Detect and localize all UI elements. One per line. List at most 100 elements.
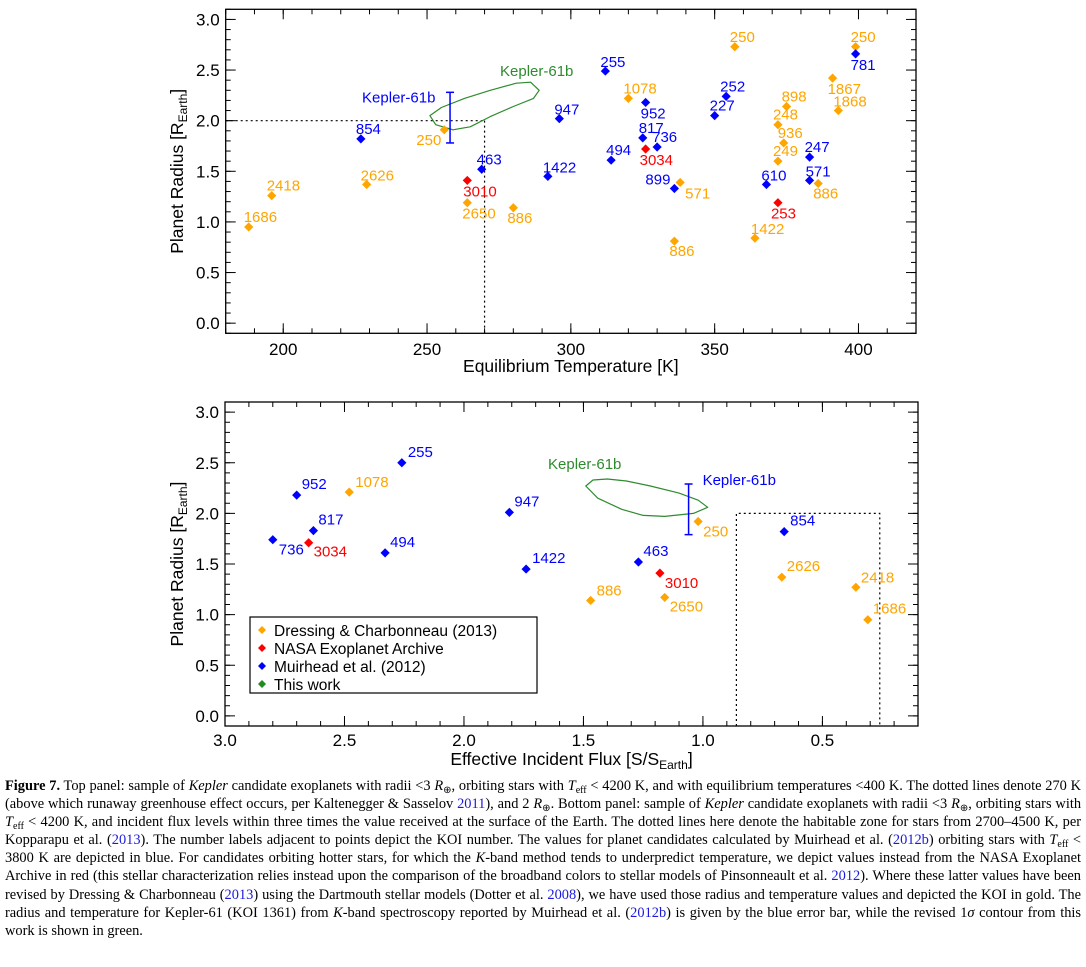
kepler-61b-contour [429,81,540,131]
y-axis-label: Planet Radius [REarth] [167,482,190,647]
koi-label: 1422 [543,159,576,176]
data-point [380,548,390,558]
contour-label: Kepler-61b [500,63,573,80]
caption-text: contour from this work is shown in green… [5,904,1081,939]
koi-label: 736 [652,129,677,146]
legend-marker [258,626,266,634]
data-point [710,111,720,121]
caption-text: ⊕ [959,803,969,815]
caption-text: ⊕ [542,803,551,815]
citation-link[interactable]: 2013 [224,886,254,903]
legend-label: This work [274,677,341,694]
data-point [439,125,449,135]
data-point [781,101,792,112]
data-point [267,191,277,201]
data-point [652,142,662,152]
citation-link[interactable]: 2012b [892,832,929,849]
caption-text: T [1049,832,1058,849]
caption-text: eff [1057,839,1069,851]
koi-label: 899 [645,172,670,189]
data-point [462,198,472,208]
koi-label: 250 [416,132,441,149]
y-tick-label: 3.0 [196,10,220,29]
data-point [750,233,760,243]
data-point [304,538,314,548]
data-point [397,458,407,468]
data-point [693,516,703,527]
citation-link[interactable]: 2012 [831,868,861,885]
caption-text: . Bottom panel: sample of [550,796,705,813]
koi-label: 1078 [623,80,656,97]
bottom-panel-incident-flux: 3.0 2.5 2.0 1.5 1.0 0.5 0.0 0.5 1.0 1.5 2.0 2.5 3.0 E… [167,401,919,772]
y-tick-label: 0.0 [196,314,220,333]
data-point [344,487,354,497]
y-tick-label: 1.5 [195,555,219,574]
caption-text: ). The number labels adjacent to points … [140,832,893,849]
y-tick-label: 2.5 [196,61,220,80]
koi-label: 1867 [828,81,861,98]
caption-text: Figure 7. [5,778,61,794]
caption-text: ⊕ [443,785,452,796]
koi-label: 947 [554,102,579,119]
koi-label: 1422 [751,221,784,238]
koi-label: 463 [477,151,502,168]
caption-text: eff [13,821,24,833]
y-tick-label: 0.0 [195,707,219,726]
caption-text: R [533,796,543,813]
koi-label: 253 [771,206,796,223]
caption-text: K [475,850,486,867]
contour-label: Kepler-61b [548,456,621,473]
y-tick-label: 3.0 [195,403,219,422]
koi-label: 2418 [861,569,894,586]
caption-text: < 3800 K are depicted in blue. For candi… [5,832,1082,867]
data-point [777,572,787,582]
x-tick-label: 2.5 [333,731,357,750]
legend-marker [258,662,266,670]
data-point [779,138,789,148]
caption-text: K [333,904,343,921]
citation-link[interactable]: 2013 [111,832,141,849]
error-bar-label: Kepler-61b [362,89,435,106]
data-point [308,525,319,536]
data-point [850,49,861,59]
y-tick-label: 1.0 [196,213,220,232]
koi-label: 494 [390,534,415,551]
caption-text: T [567,778,576,794]
caption-text: -band spectroscopy reported by Muirhead … [342,904,631,921]
data-point [543,171,553,181]
data-point [660,592,670,603]
koi-label: 250 [851,29,876,46]
koi-label: 886 [669,243,694,260]
data-point [586,595,596,606]
legend-label: NASA Exoplanet Archive [274,641,444,658]
koi-label: 3010 [463,183,496,200]
koi-label: 3034 [640,152,673,169]
x-axis-label: Effective Incident Flux [S/SEarth] [450,749,692,772]
caption-text: < 4200 K, and incident flux levels withi… [5,814,1081,849]
data-point [477,164,487,174]
citation-link[interactable]: 2011 [457,796,486,813]
legend-marker [258,644,266,652]
data-point [761,179,772,190]
koi-label: 249 [773,143,798,160]
figure-7: 200 250 300 350 400 0.0 0.5 1.0 1.5 2.0 2.5 3.0 Equi… [167,8,919,772]
legend-label: Muirhead et al. (2012) [274,659,426,676]
data-point [292,490,302,500]
x-tick-label: 1.0 [691,731,715,750]
data-point [773,120,783,130]
y-tick-label: 0.5 [195,656,219,675]
koi-label: 1422 [532,550,565,567]
legend-marker [258,680,266,688]
x-tick-label: 2.0 [452,731,476,750]
caption-text: Kepler [188,778,228,794]
habitable-zone-box [735,512,881,726]
legend-frame [249,616,538,694]
data-point [779,527,789,537]
data-point [641,97,651,108]
data-point [462,175,472,186]
data-point [504,507,514,517]
citation-link[interactable]: 2008 [547,886,577,903]
data-point [362,179,372,190]
data-point [675,177,685,188]
citation-link[interactable]: 2012b [630,904,667,921]
